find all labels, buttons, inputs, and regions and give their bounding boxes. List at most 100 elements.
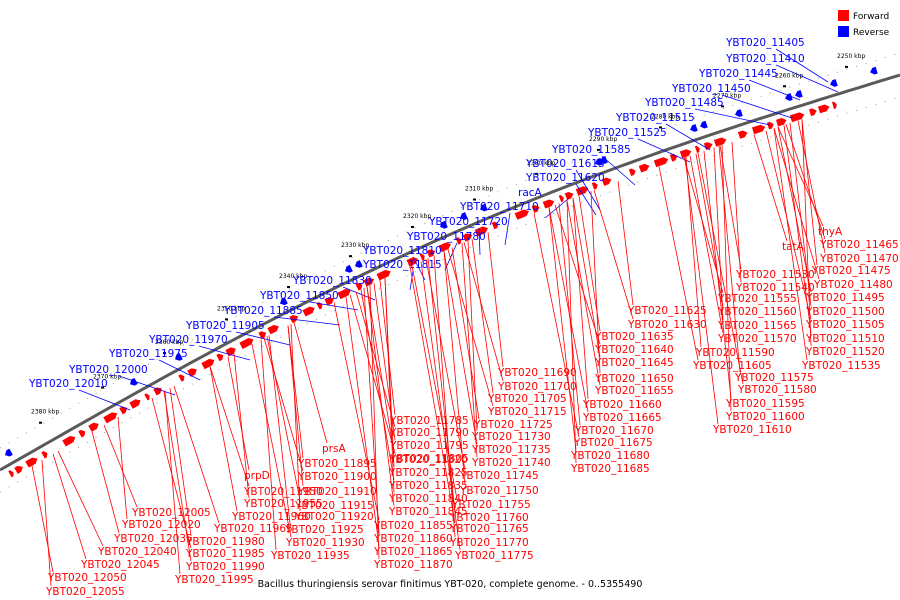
forward-gene: [817, 104, 830, 114]
forward-gene: [591, 182, 598, 190]
forward-gene: [216, 353, 224, 362]
kbp-tick-mark: [39, 421, 42, 424]
forward-label-leader: [268, 335, 291, 525]
forward-gene-label: YBT020_11580: [737, 384, 817, 396]
forward-gene: [25, 457, 38, 468]
forward-gene: [694, 145, 700, 154]
forward-label-leader: [420, 261, 461, 551]
reverse-gene-label: YBT020_12000: [68, 364, 148, 376]
reverse-gene-label: YBT020_11850: [259, 290, 339, 302]
reverse-label-leader: [235, 331, 291, 346]
reverse-gene: [130, 377, 138, 386]
reverse-gene-label: YBT020_11620: [525, 172, 605, 184]
forward-label-leader: [451, 247, 480, 420]
forward-gene-label: YBT020_11675: [573, 437, 653, 449]
forward-label-leader: [293, 322, 328, 444]
forward-label-leader: [718, 145, 741, 373]
forward-gene: [514, 209, 529, 220]
forward-gene: [628, 168, 636, 177]
forward-gene: [751, 124, 766, 135]
forward-label-leader: [617, 181, 634, 306]
legend-label-reverse: Reverse: [853, 28, 890, 38]
forward-label-leader: [554, 204, 601, 345]
forward-gene: [302, 306, 315, 317]
forward-gene-label: YBT020_11600: [725, 411, 805, 423]
forward-label-leader: [703, 150, 732, 399]
forward-gene-label: tatA: [782, 241, 805, 253]
forward-gene: [153, 387, 163, 396]
forward-gene-label: YBT020_11565: [717, 320, 797, 332]
forward-gene-label: YBT020_11910: [297, 486, 377, 498]
forward-gene: [474, 226, 488, 237]
forward-gene-label: YBT020_11915: [294, 500, 374, 512]
reverse-gene-label: YBT020_11405: [725, 37, 805, 49]
reverse-gene-label: YBT020_11615: [525, 158, 605, 170]
forward-gene-label: YBT020_11765: [449, 523, 529, 535]
reverse-gene-label: YBT020_11485: [644, 97, 724, 109]
forward-label-leader: [103, 424, 138, 508]
reverse-label-leader: [118, 375, 176, 396]
forward-label-leader: [425, 259, 466, 471]
forward-label-leader: [251, 344, 292, 538]
forward-gene: [703, 142, 713, 150]
legend-label-forward: Forward: [853, 12, 889, 22]
forward-gene-label: YBT020_11535: [801, 360, 881, 372]
reverse-gene: [480, 203, 488, 212]
reverse-gene: [280, 297, 288, 306]
forward-gene-label: prpD: [244, 470, 270, 482]
forward-gene: [144, 393, 150, 401]
forward-gene-label: YBT020_12050: [47, 572, 127, 584]
reverse-label-leader: [748, 79, 801, 101]
forward-gene: [363, 277, 375, 287]
forward-label-leader: [443, 251, 466, 486]
forward-gene-label: YBT020_11665: [582, 412, 662, 424]
forward-label-leader: [173, 385, 220, 524]
forward-gene-label: YBT020_11750: [459, 485, 539, 497]
reverse-gene-label: YBT020_11450: [671, 83, 751, 95]
forward-label-leader: [548, 207, 589, 413]
forward-gene-label: YBT020_11745: [459, 470, 539, 482]
forward-gene-label: YBT020_11495: [805, 292, 885, 304]
reverse-gene: [735, 109, 743, 117]
forward-gene-label: YBT020_12005: [131, 507, 211, 519]
forward-label-leader: [566, 200, 601, 386]
forward-gene: [455, 237, 462, 245]
forward-gene-label: YBT020_11590: [695, 347, 775, 359]
forward-gene: [638, 163, 650, 173]
forward-gene-label: YBT020_11775: [454, 550, 534, 562]
forward-gene-label: YBT020_11685: [570, 463, 650, 475]
forward-gene-label: YBT020_11730: [471, 431, 551, 443]
forward-gene-label: YBT020_11645: [594, 357, 674, 369]
forward-gene-label: YBT020_11690: [497, 367, 577, 379]
reverse-gene-label: YBT020_11710: [459, 201, 539, 213]
forward-gene: [491, 221, 499, 230]
forward-label-leader: [801, 119, 812, 347]
reverse-label-leader: [575, 169, 601, 211]
reverse-gene-label: YBT020_11885: [223, 305, 303, 317]
reverse-label-leader: [694, 108, 771, 126]
kbp-tick-mark: [473, 198, 476, 201]
forward-gene-label: YBT020_11785: [389, 415, 469, 427]
forward-label-leader: [797, 120, 826, 254]
reverse-gene-label: YBT020_11585: [551, 144, 631, 156]
forward-gene-label: YBT020_11715: [487, 406, 567, 418]
forward-gene: [558, 195, 564, 203]
forward-gene-label: YBT020_11985: [185, 548, 265, 560]
forward-gene-label: YBT020_11840: [388, 493, 468, 505]
forward-gene: [258, 331, 267, 340]
forward-gene-label: YBT020_11655: [594, 385, 674, 397]
reverse-label-leader: [342, 286, 376, 301]
forward-gene-label: YBT020_11500: [805, 306, 885, 318]
forward-gene-label: YBT020_11700: [497, 381, 577, 393]
legend: Forward Reverse: [838, 10, 890, 38]
genome-backbone: [0, 52, 900, 493]
forward-gene-label: YBT020_11855: [373, 520, 453, 532]
forward-gene: [201, 358, 215, 370]
forward-gene-label: YBT020_11790: [389, 427, 469, 439]
forward-gene: [406, 257, 418, 267]
forward-gene-label: YBT020_11820: [388, 454, 468, 466]
forward-label-leader: [566, 200, 577, 464]
forward-label-leader: [731, 141, 742, 283]
forward-label-leader: [593, 189, 634, 320]
